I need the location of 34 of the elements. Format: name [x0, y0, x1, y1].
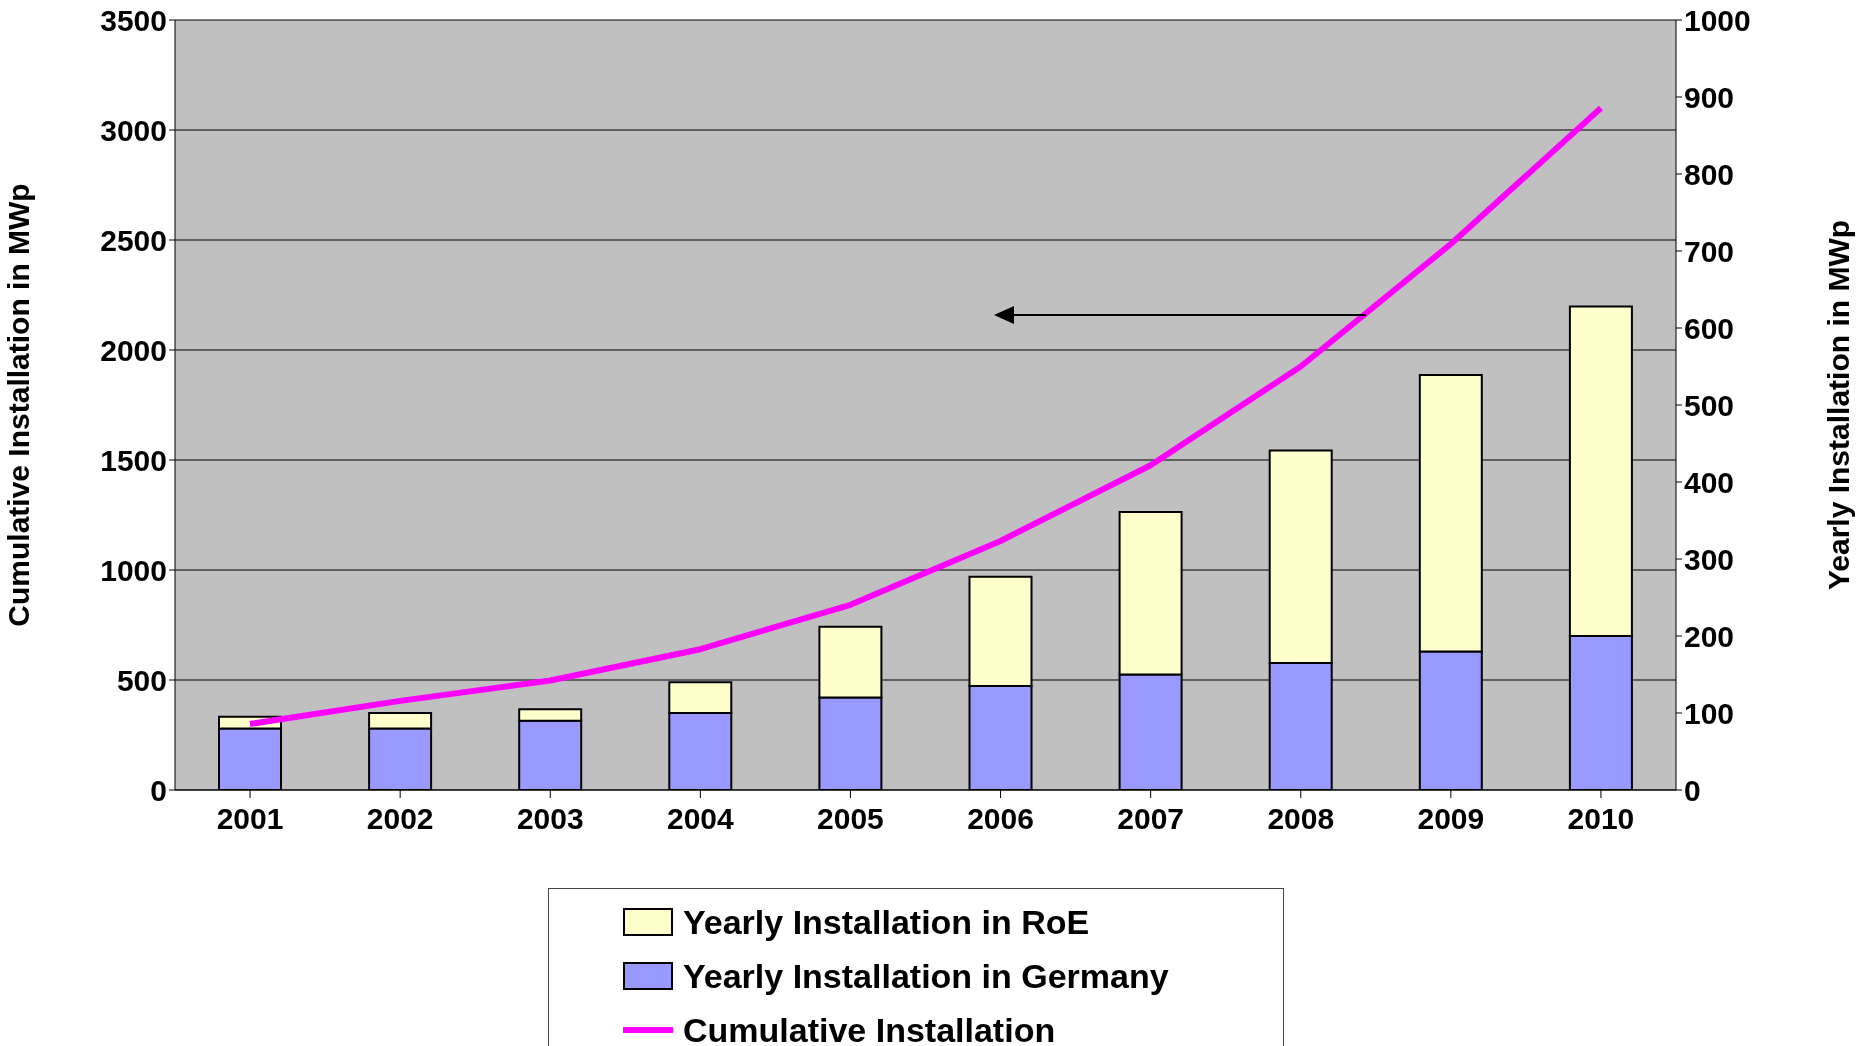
y2-tick-label: 800: [1684, 157, 1735, 191]
y2-tick-label: 700: [1684, 234, 1735, 268]
y-tick-label: 3000: [100, 113, 167, 147]
y2-tick-label: 0: [1684, 773, 1701, 807]
x-tick-label: 2001: [216, 802, 284, 836]
y-tick-label: 3500: [100, 3, 167, 37]
x-tick-label: 2003: [516, 802, 584, 836]
y-axis-title: Cumulative Installation in MWp: [1, 183, 35, 627]
y-tick-label: 2000: [100, 333, 167, 367]
y2-tick-label: 100: [1684, 696, 1735, 730]
legend-label: Yearly Installation in Germany: [683, 956, 1169, 996]
legend-label: Yearly Installation in RoE: [683, 902, 1090, 942]
y-tick-label: 1000: [100, 553, 167, 587]
y2-tick-label: 600: [1684, 311, 1735, 345]
x-tick-label: 2010: [1567, 802, 1635, 836]
x-tick-label: 2006: [967, 802, 1034, 836]
x-tick-label: 2009: [1417, 802, 1485, 836]
x-tick-label: 2007: [1117, 802, 1185, 836]
x-tick-label: 2005: [817, 802, 884, 836]
x-tick-label: 2008: [1267, 802, 1335, 836]
y2-tick-label: 1000: [1684, 3, 1751, 37]
y2-tick-label: 400: [1684, 465, 1735, 499]
y-tick-label: 500: [116, 663, 167, 697]
legend-label: Cumulative Installation: [683, 1010, 1056, 1046]
y2-tick-label: 500: [1684, 388, 1735, 422]
y-tick-label: 0: [150, 773, 167, 807]
x-tick-label: 2002: [366, 802, 434, 836]
y-tick-label: 1500: [100, 443, 167, 477]
y2-axis-title: Yearly Installation in MWp: [1821, 219, 1855, 591]
y-tick-label: 2500: [100, 223, 167, 257]
y2-tick-label: 900: [1684, 80, 1735, 114]
x-tick-label: 2004: [666, 802, 735, 836]
y2-tick-label: 200: [1684, 619, 1735, 653]
y2-tick-label: 300: [1684, 542, 1735, 576]
